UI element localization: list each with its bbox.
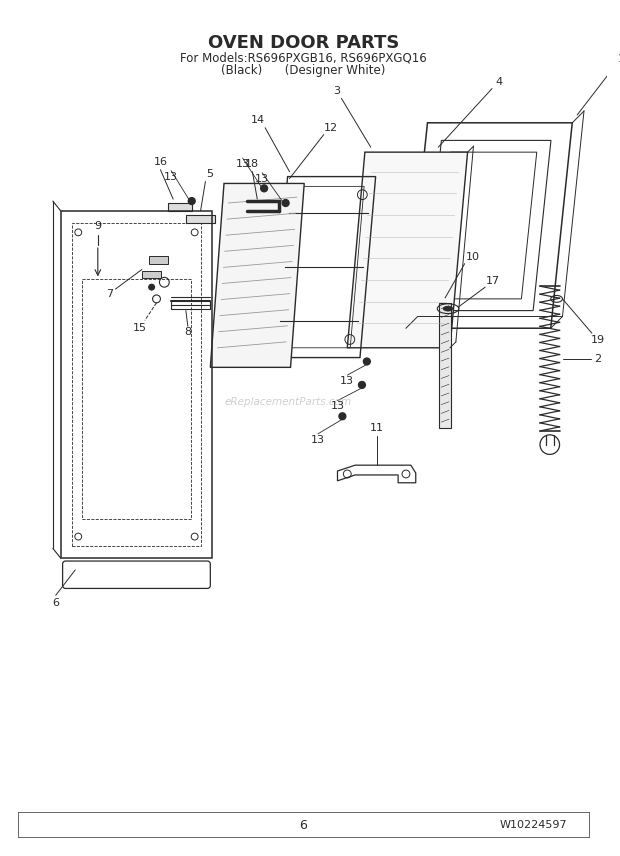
Text: 13: 13 xyxy=(311,435,325,445)
Polygon shape xyxy=(210,183,304,367)
Text: 4: 4 xyxy=(495,77,502,86)
Bar xyxy=(73,223,200,546)
Bar xyxy=(82,279,191,519)
Text: 13: 13 xyxy=(330,401,345,412)
Text: 14: 14 xyxy=(251,115,265,125)
Polygon shape xyxy=(142,270,161,278)
Text: For Models:RS696PXGB16, RS696PXGQ16: For Models:RS696PXGB16, RS696PXGQ16 xyxy=(180,51,427,65)
Text: 13: 13 xyxy=(255,174,269,183)
Text: 19: 19 xyxy=(591,335,604,345)
Text: 16: 16 xyxy=(153,157,167,167)
Text: 9: 9 xyxy=(94,222,102,231)
Circle shape xyxy=(260,185,268,192)
Polygon shape xyxy=(347,152,467,348)
Text: 3: 3 xyxy=(333,86,340,96)
Bar xyxy=(439,303,451,428)
Polygon shape xyxy=(168,203,192,211)
Circle shape xyxy=(363,358,370,365)
Text: OVEN DOOR PARTS: OVEN DOOR PARTS xyxy=(208,33,399,51)
Polygon shape xyxy=(186,215,215,223)
Text: 6: 6 xyxy=(52,598,60,608)
Circle shape xyxy=(282,199,289,206)
Circle shape xyxy=(149,284,154,290)
Text: 1: 1 xyxy=(618,54,620,64)
Bar xyxy=(61,211,212,558)
Text: 7: 7 xyxy=(106,289,113,299)
Text: 12: 12 xyxy=(324,122,338,133)
Text: 5: 5 xyxy=(206,169,213,179)
Text: 13: 13 xyxy=(236,159,250,169)
Polygon shape xyxy=(149,256,168,264)
Text: 2: 2 xyxy=(594,354,601,364)
Text: (Black)      (Designer White): (Black) (Designer White) xyxy=(221,64,386,77)
Circle shape xyxy=(358,382,365,389)
Circle shape xyxy=(188,198,195,205)
Text: 6: 6 xyxy=(299,818,307,832)
Ellipse shape xyxy=(443,306,453,311)
Text: 15: 15 xyxy=(133,324,147,333)
Text: 10: 10 xyxy=(466,252,479,262)
Text: 11: 11 xyxy=(370,423,384,433)
Text: 13: 13 xyxy=(340,376,354,386)
Text: 18: 18 xyxy=(246,159,259,169)
Text: W10224597: W10224597 xyxy=(499,820,567,830)
Circle shape xyxy=(339,413,346,419)
Text: 17: 17 xyxy=(486,276,500,286)
Text: 13: 13 xyxy=(164,171,178,181)
Text: 8: 8 xyxy=(184,327,192,337)
Text: eReplacementParts.com: eReplacementParts.com xyxy=(225,396,352,407)
